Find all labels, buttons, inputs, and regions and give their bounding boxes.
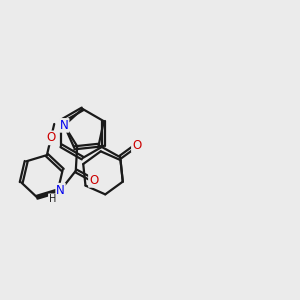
Text: N: N	[60, 119, 69, 132]
Text: H: H	[49, 194, 56, 204]
Text: O: O	[132, 139, 141, 152]
Text: O: O	[89, 174, 98, 187]
Text: N: N	[56, 184, 65, 197]
Text: O: O	[46, 131, 56, 144]
